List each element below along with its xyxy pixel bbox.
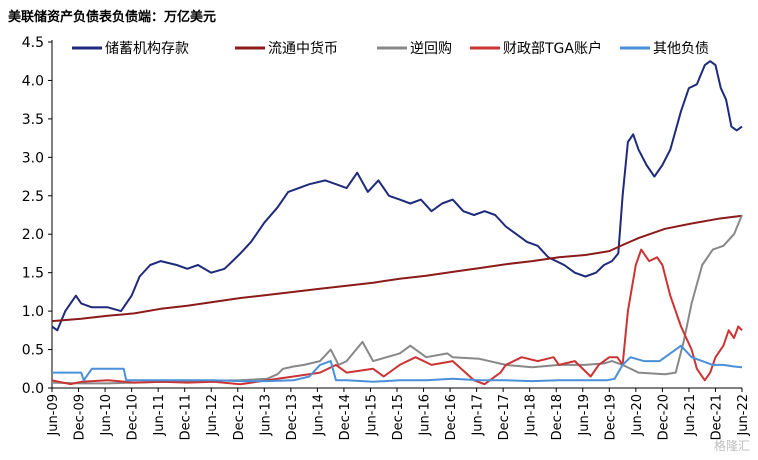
x-tick-label: Jun-15 bbox=[364, 394, 379, 437]
series-line-2 bbox=[51, 214, 743, 323]
y-tick-label: 1.0 bbox=[22, 304, 44, 320]
x-tick-label: Jun-11 bbox=[152, 394, 167, 437]
y-tick-label: 4.5 bbox=[22, 35, 44, 51]
x-tick-label: Dec-17 bbox=[497, 394, 512, 440]
y-tick-label: 3.5 bbox=[22, 112, 44, 128]
x-tick-label: Jun-10 bbox=[99, 394, 114, 437]
x-tick-label: Jun-14 bbox=[311, 394, 326, 437]
series-line-4 bbox=[51, 248, 743, 386]
x-tick-label: Dec-12 bbox=[232, 394, 247, 440]
axes: 0.0 0.5 1.0 1.5 2.0 2.5 3.0 3.5 4.0 4.5 Jun-09 Dec-… bbox=[22, 35, 751, 440]
y-tick-label: 4.0 bbox=[22, 73, 44, 89]
x-tick-label: Dec-10 bbox=[126, 394, 141, 440]
y-tick-label: 2.5 bbox=[22, 189, 44, 205]
x-tick-label: Dec-21 bbox=[709, 394, 724, 440]
x-tick-label: Dec-09 bbox=[73, 394, 88, 440]
y-tick-label: 3.0 bbox=[22, 150, 44, 166]
x-tick-label: Jun-19 bbox=[577, 394, 592, 437]
y-tick-label: 0.0 bbox=[22, 381, 44, 397]
x-tick-label: Dec-15 bbox=[391, 394, 406, 440]
x-tick-label: Jun-21 bbox=[683, 394, 698, 437]
legend-label: 财政部TGA账户 bbox=[503, 40, 602, 57]
x-tick-label: Dec-20 bbox=[656, 394, 671, 440]
watermark-text: 格隆汇 bbox=[713, 439, 750, 453]
x-tick-label: Jun-09 bbox=[46, 394, 61, 437]
x-tick-label: Dec-19 bbox=[603, 394, 618, 440]
x-tick-label: Jun-20 bbox=[630, 394, 645, 437]
x-tick-label: Jun-18 bbox=[524, 394, 539, 437]
x-tick-label: Jun-22 bbox=[736, 394, 751, 437]
x-tick-label: Dec-18 bbox=[550, 394, 565, 440]
x-tick-label: Dec-14 bbox=[338, 394, 353, 440]
x-tick-label: Dec-16 bbox=[444, 394, 459, 440]
chart-title: 美联储资产负债表负债端：万亿美元 bbox=[8, 10, 217, 25]
y-tick-label: 0.5 bbox=[22, 343, 44, 359]
series-line-1 bbox=[51, 60, 743, 332]
series-line-3 bbox=[51, 214, 743, 385]
legend-label: 流通中货币 bbox=[268, 40, 338, 57]
y-tick-label: 1.5 bbox=[22, 266, 44, 282]
x-tick-label: Jun-12 bbox=[205, 394, 220, 437]
x-tick-label: Jun-17 bbox=[471, 394, 486, 437]
series-lines bbox=[51, 60, 743, 386]
legend-label: 储蓄机构存款 bbox=[105, 41, 189, 57]
x-tick-label: Dec-13 bbox=[285, 394, 300, 440]
series-line-5 bbox=[52, 344, 743, 383]
y-tick-label: 2.0 bbox=[22, 227, 44, 243]
x-tick-label: Jun-16 bbox=[418, 394, 433, 437]
legend-label: 其他负债 bbox=[653, 41, 709, 57]
legend-label: 逆回购 bbox=[410, 41, 452, 57]
legend: 储蓄机构存款 流通中货币 逆回购 财政部TGA账户 其他负债 bbox=[72, 40, 709, 57]
x-tick-label: Jun-13 bbox=[258, 394, 273, 437]
x-tick-label: Dec-11 bbox=[179, 394, 194, 440]
